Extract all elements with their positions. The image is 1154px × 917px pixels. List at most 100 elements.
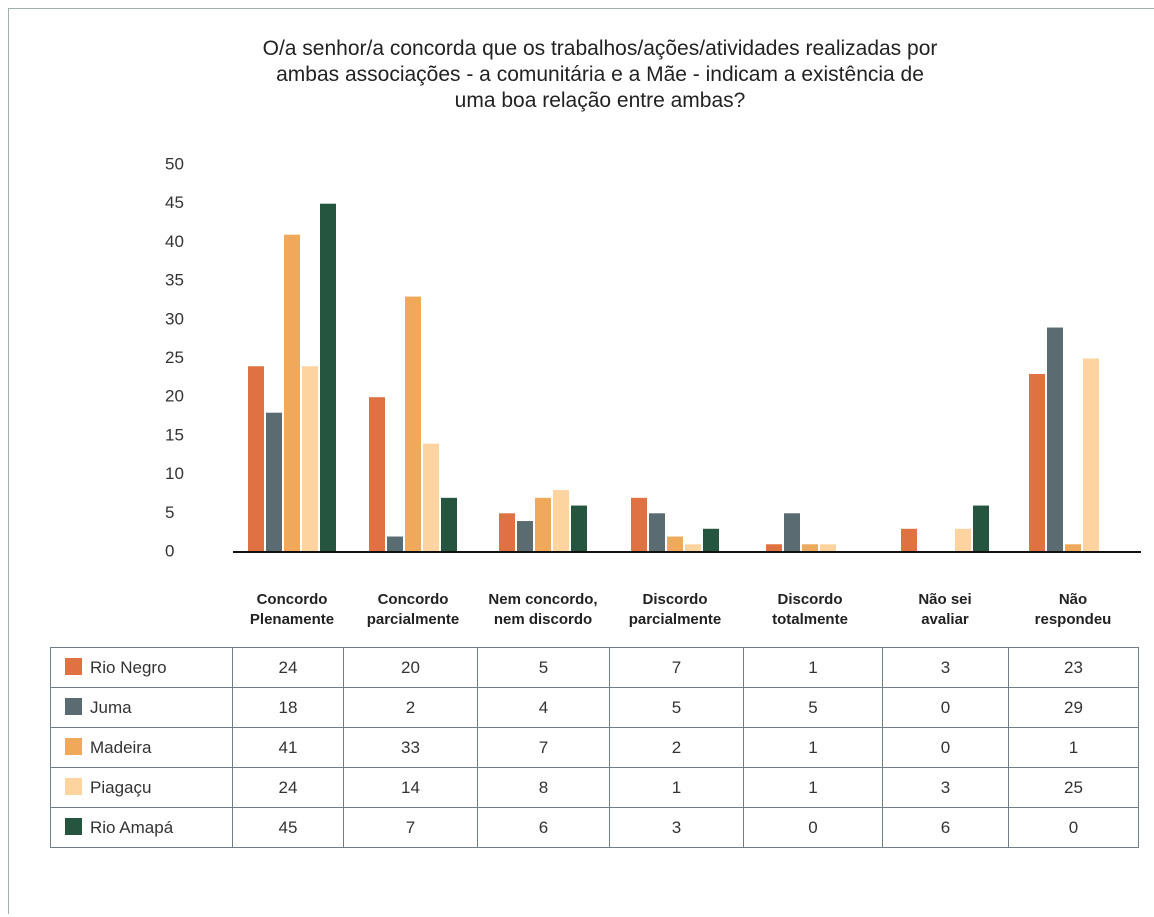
table-row: Madeira 41 33 7 2 1 0 1 [50,727,1139,768]
table-value: 1 [743,727,883,768]
table-value: 1 [1008,727,1139,768]
table-value: 41 [232,727,344,768]
table-value: 1 [743,767,883,808]
x-tick-label: Discordo totalmente [772,591,848,628]
bar [248,366,264,552]
table-value: 7 [477,727,610,768]
table-row: Juma 18 2 4 5 5 0 29 [50,687,1139,728]
table-value: 2 [609,727,744,768]
table-value: 8 [477,767,610,808]
table-value: 2 [343,687,478,728]
bar [955,528,971,552]
y-tick-label: 35 [165,271,184,290]
y-tick-label: 15 [165,425,184,444]
bar [387,536,403,552]
table-value: 3 [609,807,744,848]
table-value: 0 [1008,807,1139,848]
table-value: 0 [882,727,1009,768]
bar [784,513,800,552]
legend-label: Rio Negro [90,657,167,677]
y-tick-label: 10 [165,464,184,483]
bar [571,505,587,552]
table-value: 7 [343,807,478,848]
x-tick-label: Não sei avaliar [918,591,972,628]
bar [369,397,385,552]
bar [685,544,701,552]
table-value: 23 [1008,647,1139,688]
table-value: 18 [232,687,344,728]
x-tick-label: Concordo parcialmente [366,591,460,628]
y-tick-label: 30 [165,309,184,328]
legend-label: Madeira [90,737,152,757]
table-value: 20 [343,647,478,688]
legend-cell: Madeira [50,727,233,768]
table-value: 5 [743,687,883,728]
table-value: 29 [1008,687,1139,728]
legend-swatch [65,657,82,675]
table-row: Piagaçu 24 14 8 1 1 3 25 [50,767,1139,808]
data-table: Rio Negro 24 20 5 7 1 3 23 Juma 18 2 4 5 5 0 29 Madeira 4… [50,647,1139,848]
legend-label: Rio Amapá [90,817,174,837]
y-tick-label: 20 [165,387,184,406]
chart-title: O/a senhor/a concorda que os trabalhos/a… [262,37,938,112]
table-value: 5 [609,687,744,728]
y-tick-label: 50 [165,154,184,173]
x-tick-label: Não respondeu [1034,591,1112,628]
bar [901,528,917,552]
table-value: 6 [882,807,1009,848]
table-value: 0 [882,687,1009,728]
table-value: 5 [477,647,610,688]
legend-cell: Juma [50,687,233,728]
y-tick-label: 25 [165,348,184,367]
table-value: 0 [743,807,883,848]
table-row: Rio Amapá 45 7 6 3 0 6 0 [50,807,1139,848]
table-value: 14 [343,767,478,808]
legend-cell: Rio Amapá [50,807,233,848]
table-value: 4 [477,687,610,728]
bar [302,366,318,552]
x-tick-label: Concordo Plenamente [249,591,335,628]
legend-label: Juma [90,697,132,717]
x-tick-label: Nem concordo, nem discordo [488,591,598,628]
bar [820,544,836,552]
y-tick-label: 40 [165,232,184,251]
legend-cell: Piagaçu [50,767,233,808]
bar [499,513,515,552]
legend-cell: Rio Negro [50,647,233,688]
bar [667,536,683,552]
bar [1065,544,1081,552]
table-value: 1 [743,647,883,688]
y-tick-label: 45 [165,193,184,212]
table-row: Rio Negro 24 20 5 7 1 3 23 [50,647,1139,688]
bar [320,203,336,552]
bar [1047,327,1063,552]
bar [802,544,818,552]
table-value: 24 [232,647,344,688]
table-value: 24 [232,767,344,808]
table-value: 33 [343,727,478,768]
y-tick-label: 0 [165,541,174,560]
bar [1029,373,1045,552]
bar [973,505,989,552]
bar [284,234,300,552]
table-value: 7 [609,647,744,688]
bar [535,497,551,552]
table-value: 45 [232,807,344,848]
table-value: 3 [882,767,1009,808]
legend-swatch [65,777,82,795]
bar [423,443,439,552]
y-tick-label: 5 [165,503,174,522]
table-value: 6 [477,807,610,848]
bar [703,528,719,552]
legend-swatch [65,817,82,835]
table-value: 3 [882,647,1009,688]
bar [766,544,782,552]
bar [553,490,569,552]
bar [405,296,421,552]
bar [1083,358,1099,552]
bar [631,497,647,552]
table-value: 1 [609,767,744,808]
legend-swatch [65,697,82,715]
